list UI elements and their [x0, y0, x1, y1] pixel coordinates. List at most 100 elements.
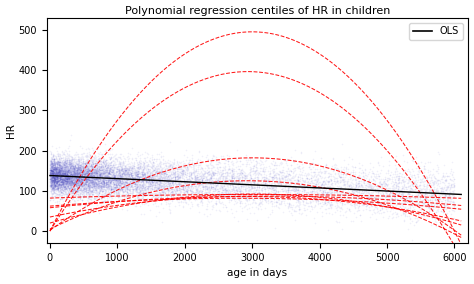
- Point: [58, 173, 65, 178]
- Point: [368, 204, 375, 208]
- Point: [200, 175, 207, 180]
- Point: [50, 167, 58, 172]
- Point: [54, 160, 62, 165]
- Point: [291, 189, 298, 193]
- Point: [202, 184, 210, 189]
- Point: [305, 193, 313, 197]
- Point: [95, 175, 103, 179]
- Point: [61, 175, 68, 179]
- Point: [88, 181, 95, 185]
- Point: [253, 167, 260, 172]
- Point: [60, 160, 68, 164]
- Point: [273, 184, 280, 189]
- Point: [164, 198, 172, 202]
- Point: [103, 174, 110, 178]
- Point: [101, 187, 109, 192]
- Point: [55, 174, 63, 178]
- Point: [344, 170, 352, 174]
- Point: [77, 164, 85, 169]
- Point: [162, 202, 170, 207]
- Point: [118, 171, 126, 176]
- Point: [66, 169, 73, 174]
- Point: [366, 183, 374, 188]
- Point: [320, 183, 328, 187]
- Point: [96, 156, 104, 161]
- Point: [49, 176, 57, 181]
- Point: [289, 196, 296, 200]
- Point: [78, 178, 86, 183]
- Point: [448, 185, 456, 189]
- Point: [447, 178, 455, 182]
- Point: [273, 191, 281, 196]
- Point: [96, 174, 104, 179]
- Point: [119, 169, 127, 174]
- Point: [135, 170, 143, 175]
- Point: [196, 199, 203, 204]
- Point: [54, 173, 61, 177]
- Point: [316, 201, 324, 205]
- Point: [58, 172, 66, 177]
- Point: [374, 198, 382, 202]
- Point: [79, 194, 87, 199]
- Point: [352, 203, 359, 208]
- Point: [50, 171, 57, 175]
- Point: [270, 184, 277, 188]
- Point: [245, 198, 252, 202]
- Point: [63, 163, 70, 168]
- Point: [160, 180, 167, 185]
- Point: [67, 178, 74, 182]
- Point: [184, 194, 191, 199]
- Point: [49, 164, 57, 168]
- Point: [72, 156, 80, 161]
- Point: [64, 174, 72, 178]
- Point: [283, 181, 291, 185]
- Point: [83, 176, 91, 181]
- Point: [90, 179, 98, 184]
- Point: [241, 188, 249, 193]
- Point: [106, 190, 113, 195]
- Point: [153, 171, 161, 175]
- Point: [53, 177, 61, 181]
- Point: [111, 165, 118, 170]
- Point: [257, 187, 264, 192]
- Point: [313, 179, 321, 183]
- Point: [158, 162, 165, 166]
- Point: [175, 177, 182, 181]
- Point: [275, 176, 283, 180]
- Point: [263, 200, 270, 204]
- Point: [128, 174, 136, 179]
- Point: [62, 182, 70, 186]
- Point: [79, 170, 87, 174]
- Point: [120, 178, 128, 182]
- Point: [73, 189, 81, 193]
- Point: [90, 181, 97, 186]
- Point: [67, 166, 74, 171]
- Point: [148, 184, 155, 189]
- Point: [192, 187, 200, 191]
- Point: [63, 181, 71, 186]
- Point: [50, 173, 57, 177]
- Point: [164, 187, 171, 191]
- Point: [224, 182, 231, 187]
- Point: [66, 165, 73, 169]
- Point: [291, 174, 299, 179]
- Point: [340, 179, 348, 183]
- Point: [63, 154, 70, 158]
- Point: [47, 159, 55, 164]
- Point: [243, 192, 250, 196]
- Point: [331, 196, 339, 200]
- Point: [114, 186, 122, 191]
- Point: [66, 189, 73, 193]
- Point: [69, 166, 76, 170]
- Point: [190, 190, 197, 194]
- Point: [224, 181, 232, 185]
- Point: [77, 190, 84, 195]
- Point: [51, 177, 58, 181]
- Point: [47, 175, 55, 179]
- Point: [109, 168, 117, 172]
- Point: [171, 172, 178, 177]
- Point: [51, 179, 59, 184]
- Point: [156, 184, 164, 189]
- Point: [77, 178, 85, 183]
- Point: [47, 187, 55, 191]
